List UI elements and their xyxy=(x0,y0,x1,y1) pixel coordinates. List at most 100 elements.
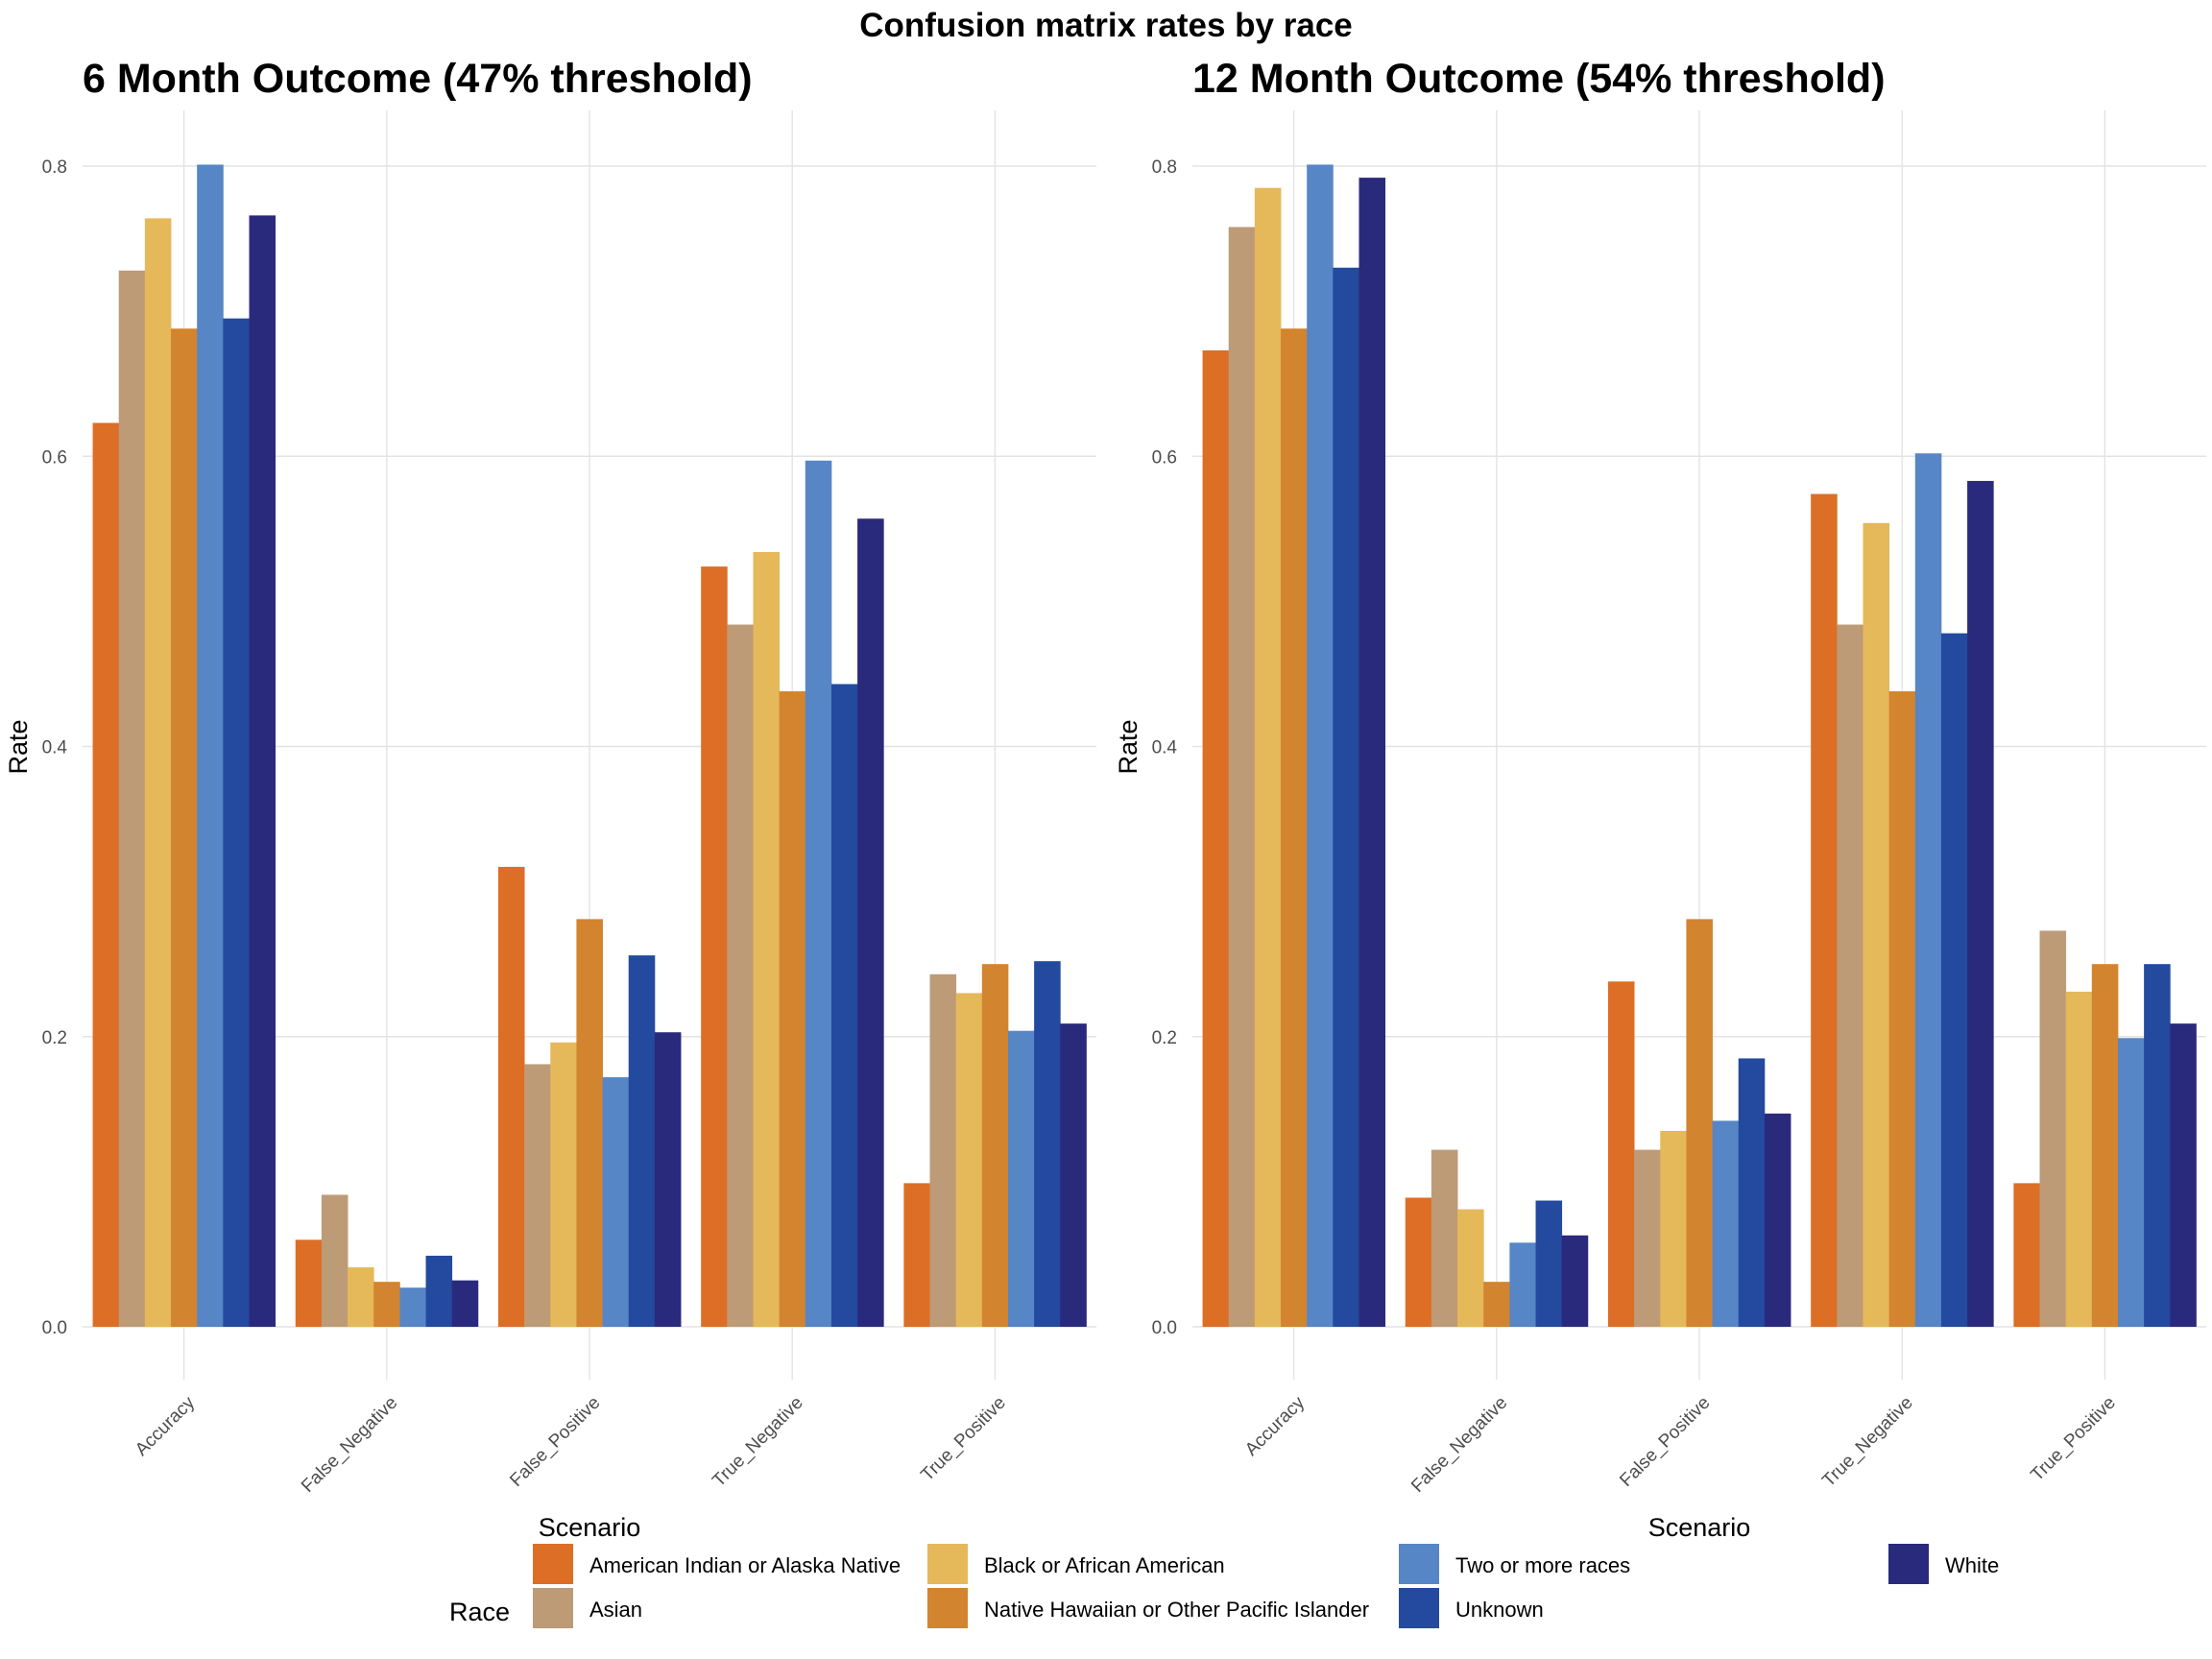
bar xyxy=(197,164,224,1328)
x-tick-label: Accuracy xyxy=(132,1392,199,1459)
bar xyxy=(144,218,172,1327)
x-tick-label: False_Positive xyxy=(1616,1393,1714,1491)
bar xyxy=(249,215,276,1327)
y-tick-label: 0.0 xyxy=(42,1318,67,1338)
panel-title: 12 Month Outcome (54% threshold) xyxy=(1192,56,1886,102)
bar xyxy=(550,1042,577,1327)
bar xyxy=(2039,930,2067,1327)
legend-item: Black or African American xyxy=(927,1544,1225,1584)
legend-item: Unknown xyxy=(1399,1588,1544,1628)
legend-label: Asian xyxy=(589,1598,642,1622)
bar xyxy=(171,328,198,1327)
x-tick-label: True_Positive xyxy=(2027,1393,2119,1485)
x-axis-title: Scenario xyxy=(539,1513,641,1542)
legend-item: White xyxy=(1888,1544,1999,1584)
legend-label: White xyxy=(1945,1553,1999,1577)
bar xyxy=(2065,991,2093,1327)
bar xyxy=(1888,691,1916,1327)
bar xyxy=(1228,227,1256,1328)
legend-label: American Indian or Alaska Native xyxy=(589,1553,901,1577)
bar xyxy=(373,1282,400,1327)
bar xyxy=(1764,1113,1791,1327)
bar xyxy=(1940,633,1968,1327)
bar xyxy=(602,1077,630,1327)
x-axis-title: Scenario xyxy=(1648,1513,1751,1542)
panel-2: 0.0 0.2 0.4 0.6 0.8 Accuracy False_Negative Fal… xyxy=(1114,56,2206,1542)
x-tick-label: True_Positive xyxy=(917,1393,1009,1485)
bar xyxy=(1509,1242,1536,1327)
bar xyxy=(830,684,858,1327)
bar xyxy=(727,624,754,1327)
bar xyxy=(1007,1030,1035,1327)
y-axis-title: Rate xyxy=(1114,719,1142,774)
legend-label: Black or African American xyxy=(984,1553,1225,1577)
bar xyxy=(223,318,250,1328)
bar xyxy=(2013,1183,2040,1327)
bar xyxy=(1811,493,1838,1327)
legend-item: Two or more races xyxy=(1399,1544,1630,1584)
legend-label: Native Hawaiian or Other Pacific Islande… xyxy=(984,1598,1369,1622)
bar xyxy=(857,518,884,1327)
bar xyxy=(753,551,781,1327)
bar xyxy=(348,1267,374,1327)
bar xyxy=(1712,1120,1740,1327)
bar xyxy=(451,1280,479,1327)
panel-1: 0.0 0.2 0.4 0.6 0.8 Accuracy False_Negative Fal… xyxy=(4,56,1096,1542)
bar xyxy=(2170,1023,2197,1327)
bar xyxy=(1837,624,1863,1327)
legend-swatch xyxy=(533,1588,573,1628)
bar xyxy=(1967,480,1994,1327)
bar xyxy=(1686,919,1713,1327)
bar xyxy=(628,955,656,1327)
x-tick-label: Accuracy xyxy=(1241,1392,1309,1459)
x-tick-label: True_Negative xyxy=(1818,1393,1916,1491)
bar xyxy=(1307,164,1334,1328)
y-tick-label: 0.6 xyxy=(1152,447,1177,468)
bar xyxy=(2091,964,2119,1327)
bar xyxy=(399,1287,426,1327)
bar xyxy=(295,1239,323,1327)
legend-label: Unknown xyxy=(1455,1598,1544,1622)
bar xyxy=(1457,1209,1484,1327)
bar xyxy=(524,1064,551,1327)
bar xyxy=(1863,522,1890,1327)
bar xyxy=(1738,1058,1766,1327)
bar xyxy=(981,964,1009,1327)
y-tick-label: 0.0 xyxy=(1152,1318,1177,1338)
legend-swatch xyxy=(533,1544,573,1584)
bar xyxy=(1405,1197,1432,1327)
legend-swatch xyxy=(1399,1544,1439,1584)
bar xyxy=(1431,1149,1458,1327)
legend-swatch xyxy=(927,1544,968,1584)
y-tick-label: 0.6 xyxy=(42,447,67,468)
bar xyxy=(1060,1023,1087,1327)
x-tick-label: False_Negative xyxy=(298,1393,401,1497)
legend-label: Two or more races xyxy=(1455,1553,1630,1577)
bar xyxy=(1202,349,1230,1327)
y-tick-label: 0.8 xyxy=(1152,157,1177,178)
bar xyxy=(425,1255,453,1327)
panel-title: 6 Month Outcome (47% threshold) xyxy=(83,56,753,102)
bar xyxy=(1358,178,1386,1328)
bar xyxy=(2144,964,2171,1327)
bar xyxy=(1634,1149,1661,1327)
bar xyxy=(805,460,832,1327)
bar xyxy=(1535,1200,1563,1327)
x-tick-label: True_Negative xyxy=(709,1393,806,1491)
legend-title: Race xyxy=(449,1598,510,1626)
figure-title: Confusion matrix rates by race xyxy=(859,7,1353,44)
y-tick-label: 0.8 xyxy=(42,157,67,178)
bar xyxy=(1034,961,1061,1327)
bar xyxy=(1561,1235,1589,1327)
panels: 0.0 0.2 0.4 0.6 0.8 Accuracy False_Negative Fal… xyxy=(4,56,2206,1542)
bar xyxy=(929,974,957,1327)
x-tick-label: False_Negative xyxy=(1407,1393,1511,1497)
bar xyxy=(576,919,603,1327)
bar xyxy=(1483,1282,1510,1327)
legend-swatch xyxy=(1888,1544,1929,1584)
bar xyxy=(92,422,120,1327)
bar xyxy=(321,1194,349,1327)
bar xyxy=(2117,1038,2145,1327)
bar xyxy=(779,691,806,1327)
bar xyxy=(1254,187,1282,1327)
